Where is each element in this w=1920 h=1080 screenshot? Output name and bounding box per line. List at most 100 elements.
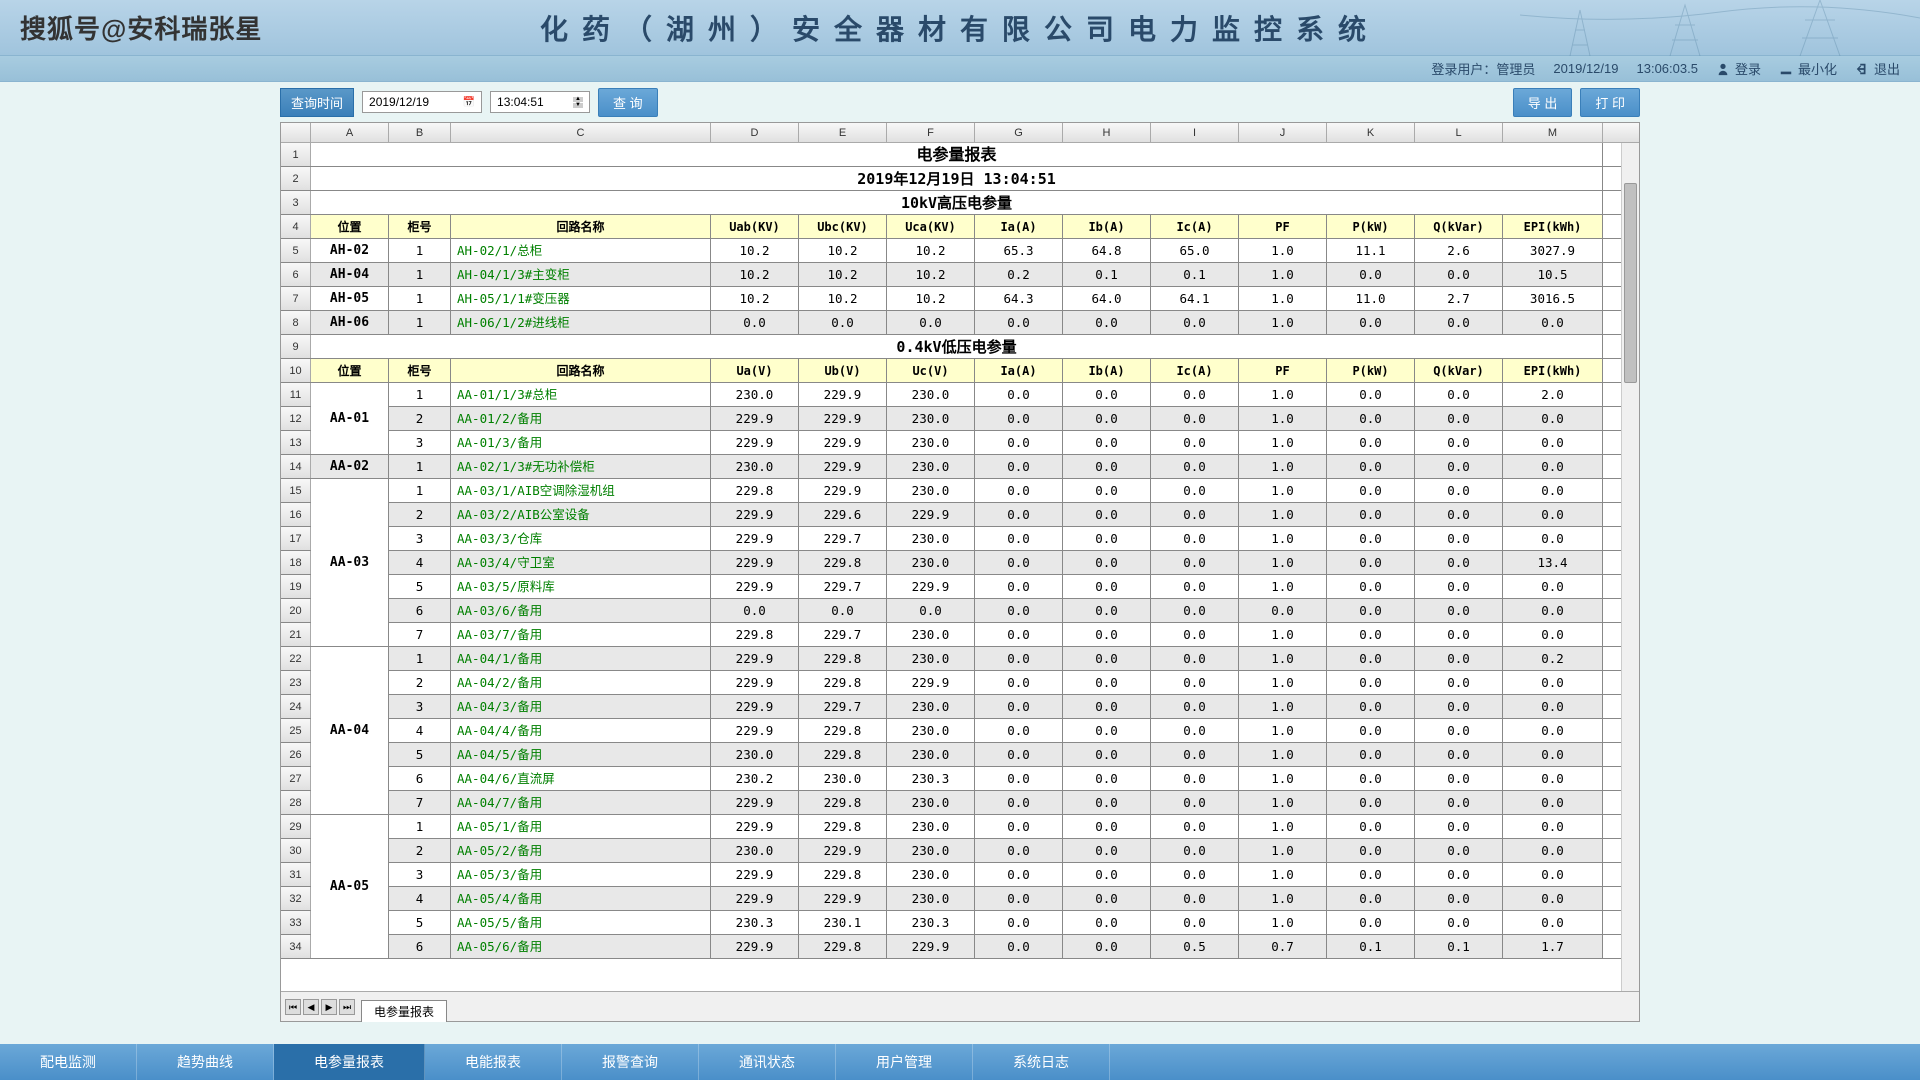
row-header[interactable]: 10	[281, 359, 311, 382]
cell[interactable]: 10.2	[799, 263, 887, 286]
cell[interactable]: AA-02/1/3#无功补偿柜	[451, 455, 711, 478]
cell[interactable]: 0.0	[1063, 695, 1151, 718]
cell[interactable]: 230.0	[887, 815, 975, 838]
row-header[interactable]: 30	[281, 839, 311, 862]
cell[interactable]: 位置	[311, 359, 389, 382]
cell[interactable]: 0.0	[975, 383, 1063, 406]
cell[interactable]: 2.0	[1503, 383, 1603, 406]
spinner-icon[interactable]: ▲▼	[573, 97, 583, 108]
cell[interactable]: 229.9	[887, 935, 975, 958]
cell[interactable]: 65.0	[1151, 239, 1239, 262]
cell[interactable]: 2	[389, 503, 451, 526]
cell[interactable]: 柜号	[389, 215, 451, 238]
cell[interactable]: 0.0	[1151, 839, 1239, 862]
cell[interactable]: 0.0	[975, 311, 1063, 334]
cell[interactable]: 0.0	[1415, 263, 1503, 286]
cell[interactable]: AA-03/6/备用	[451, 599, 711, 622]
cell[interactable]: 0.0	[1503, 599, 1603, 622]
cell[interactable]: 0.0	[975, 431, 1063, 454]
time-input[interactable]: 13:04:51▲▼	[490, 91, 590, 113]
cell[interactable]: 0.2	[975, 263, 1063, 286]
cell[interactable]: 10.2	[799, 287, 887, 310]
cell[interactable]: 0.0	[1063, 455, 1151, 478]
cell[interactable]: 0.0	[1503, 671, 1603, 694]
sheet-last-icon[interactable]: ⏭	[339, 999, 355, 1015]
cell[interactable]: 0.0	[1327, 431, 1415, 454]
cell[interactable]: 3	[389, 695, 451, 718]
cell[interactable]: 1.0	[1239, 719, 1327, 742]
cell[interactable]: 1.0	[1239, 551, 1327, 574]
cell[interactable]: 2	[389, 407, 451, 430]
cell[interactable]: 0.0	[1503, 575, 1603, 598]
cell[interactable]: 0.0	[975, 575, 1063, 598]
cell[interactable]: 229.9	[711, 887, 799, 910]
cell[interactable]: 回路名称	[451, 359, 711, 382]
cell[interactable]: 2.6	[1415, 239, 1503, 262]
cell[interactable]: 0.0	[975, 839, 1063, 862]
cell[interactable]: 10kV高压电参量	[311, 191, 1603, 214]
cell[interactable]: 229.9	[711, 671, 799, 694]
cell[interactable]: 0.0	[1415, 623, 1503, 646]
cell[interactable]: 229.7	[799, 575, 887, 598]
cell[interactable]: 0.0	[1503, 455, 1603, 478]
cell[interactable]: 0.0	[1327, 551, 1415, 574]
cell[interactable]: 0.0	[1503, 743, 1603, 766]
cell[interactable]: Q(kVar)	[1415, 215, 1503, 238]
cell[interactable]: 10.5	[1503, 263, 1603, 286]
cell[interactable]: AA-05/3/备用	[451, 863, 711, 886]
cell[interactable]: AA-05	[311, 815, 389, 959]
cell[interactable]: 0.0	[975, 935, 1063, 958]
cell[interactable]: 1.0	[1239, 767, 1327, 790]
cell[interactable]: 1.0	[1239, 887, 1327, 910]
cell[interactable]: 0.0	[975, 479, 1063, 502]
cell[interactable]: AA-02	[311, 455, 389, 478]
nav-item[interactable]: 用户管理	[836, 1044, 973, 1080]
cell[interactable]: 64.1	[1151, 287, 1239, 310]
col-header[interactable]: B	[389, 123, 451, 142]
cell[interactable]: 位置	[311, 215, 389, 238]
row-header[interactable]: 22	[281, 647, 311, 670]
cell[interactable]: 229.8	[799, 791, 887, 814]
cell[interactable]: 3016.5	[1503, 287, 1603, 310]
cell[interactable]: 0.0	[1151, 815, 1239, 838]
cell[interactable]: 2	[389, 671, 451, 694]
exit-link[interactable]: 退出	[1855, 59, 1900, 78]
cell[interactable]: 1.0	[1239, 647, 1327, 670]
cell[interactable]: 0.0	[1063, 599, 1151, 622]
cell[interactable]: AA-03/2/AIB公室设备	[451, 503, 711, 526]
cell[interactable]: 1.0	[1239, 911, 1327, 934]
cell[interactable]: 0.0	[1063, 551, 1151, 574]
cell[interactable]: 1.7	[1503, 935, 1603, 958]
row-header[interactable]: 31	[281, 863, 311, 886]
cell[interactable]: 0.0	[1151, 863, 1239, 886]
cell[interactable]: 1	[389, 239, 451, 262]
cell[interactable]: 0.0	[975, 623, 1063, 646]
cell[interactable]: AA-01	[311, 383, 389, 455]
cell[interactable]: Ib(A)	[1063, 359, 1151, 382]
cell[interactable]: 1.0	[1239, 383, 1327, 406]
cell[interactable]: 6	[389, 935, 451, 958]
cell[interactable]: 0.0	[1415, 719, 1503, 742]
cell[interactable]: 230.0	[887, 887, 975, 910]
cell[interactable]: 0.0	[711, 599, 799, 622]
cell[interactable]: 0.0	[1415, 527, 1503, 550]
sheet-next-icon[interactable]: ▶	[321, 999, 337, 1015]
cell[interactable]: 230.0	[887, 551, 975, 574]
cell[interactable]: 0.0	[1503, 911, 1603, 934]
cell[interactable]: 1.0	[1239, 239, 1327, 262]
cell[interactable]: 0.0	[1327, 767, 1415, 790]
row-header[interactable]: 27	[281, 767, 311, 790]
cell[interactable]: 230.0	[711, 455, 799, 478]
cell[interactable]: 0.0	[1503, 623, 1603, 646]
cell[interactable]: 0.0	[1327, 407, 1415, 430]
cell[interactable]: 0.0	[975, 767, 1063, 790]
cell[interactable]: 0.0	[887, 599, 975, 622]
row-header[interactable]: 25	[281, 719, 311, 742]
cell[interactable]: 0.0	[1151, 719, 1239, 742]
cell[interactable]: 0.0	[1415, 383, 1503, 406]
cell[interactable]: 1.0	[1239, 311, 1327, 334]
cell[interactable]: 229.9	[711, 815, 799, 838]
row-header[interactable]: 8	[281, 311, 311, 334]
cell[interactable]: 1.0	[1239, 575, 1327, 598]
cell[interactable]: 2.7	[1415, 287, 1503, 310]
